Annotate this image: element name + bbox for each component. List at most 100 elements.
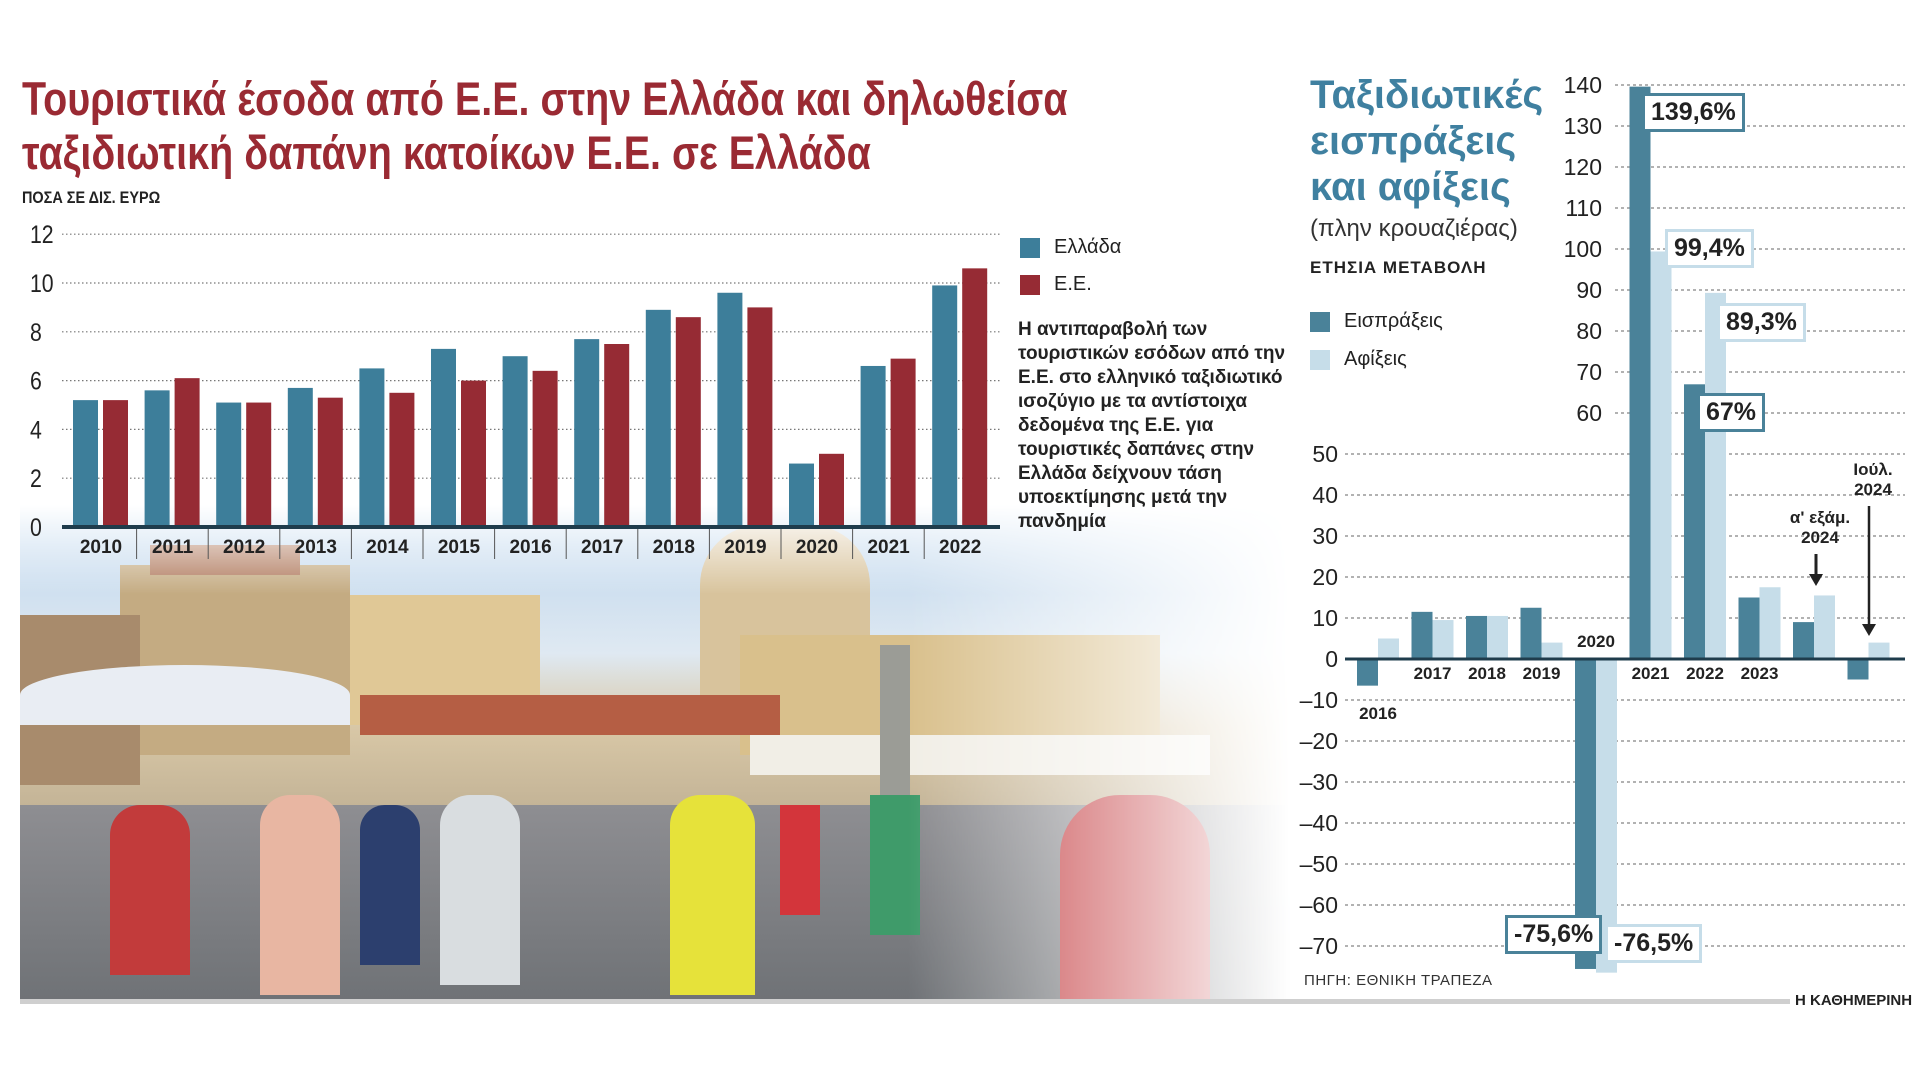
bar-receipts-9 [1847, 659, 1869, 680]
x-tick-label-left: 2016 [509, 537, 551, 558]
x-tick-label-left: 2017 [581, 537, 623, 558]
bar-arrivals-4 [1596, 659, 1617, 973]
right-title-line1: Ταξιδιωτικές [1310, 73, 1544, 117]
y-tick-label-right: –30 [1300, 769, 1338, 795]
x-tick-label-left: 2022 [939, 537, 981, 558]
bar-eu-2011 [174, 378, 200, 527]
x-tick-label-right: 2018 [1468, 664, 1506, 683]
y-tick-label-right: 110 [1565, 195, 1602, 221]
left-chart-note: Η αντιπαραβολή των τουριστικών εσόδων απ… [1018, 319, 1286, 532]
y-tick-label-left: 12 [30, 221, 54, 249]
y-tick-label-right: 40 [1312, 482, 1338, 508]
legend-swatch-greece [1020, 237, 1040, 258]
y-tick-label-right: –60 [1300, 892, 1338, 918]
x-tick-label-right: 2022 [1686, 664, 1724, 683]
x-tick-label-right: 2023 [1741, 664, 1779, 683]
left-title-line2: ταξιδιωτική δαπάνη κατοίκων Ε.Ε. σε Ελλά… [22, 126, 871, 179]
y-tick-label-right: 90 [1576, 277, 1602, 303]
y-tick-label-left: 6 [30, 367, 42, 395]
bar-eu-2010 [103, 400, 128, 527]
y-tick-label-right: 120 [1564, 154, 1602, 180]
y-tick-label-right: –20 [1300, 728, 1338, 754]
legend-item-greece: Ελλάδα [1020, 236, 1121, 259]
annotation-jul-line1: Ιούλ. [1853, 460, 1893, 479]
annotation-h1-line1: α' εξάμ. [1789, 508, 1851, 527]
bar-greece-2015 [431, 348, 456, 527]
y-tick-label-right: –10 [1300, 687, 1338, 713]
legend-label-eu: Ε.Ε. [1054, 273, 1092, 295]
y-tick-label-right: 140 [1564, 72, 1602, 98]
right-title-line3: και αφίξεις [1310, 165, 1511, 209]
callout-receipts-2020: -75,6% [1505, 915, 1603, 954]
bar-eu-2021 [890, 358, 916, 527]
annotation-h1-line2: 2024 [1801, 528, 1839, 547]
bar-receipts-2 [1466, 615, 1487, 659]
bar-arrivals-1 [1432, 620, 1454, 659]
bar-arrivals-8 [1814, 595, 1835, 659]
source-note: ΠΗΓΗ: ΕΘΝΙΚΗ ΤΡΑΠΕΖΑ [1304, 972, 1493, 989]
annotation-h1-2024: α' εξάμ. 2024 [1780, 508, 1860, 548]
left-unit-label: ΠΟΣΑ ΣΕ ΔΙΣ. ΕΥΡΩ [22, 188, 161, 207]
y-tick-label-left: 4 [30, 416, 42, 444]
x-tick-label-left: 2015 [438, 537, 481, 558]
y-tick-label-left: 2 [30, 465, 42, 493]
y-tick-label-right: 20 [1312, 564, 1338, 590]
y-tick-label-right: 50 [1312, 441, 1338, 467]
x-tick-label-left: 2014 [366, 537, 409, 558]
bar-greece-2018 [645, 309, 671, 527]
y-tick-label-right: 100 [1564, 236, 1602, 262]
legend-label-greece: Ελλάδα [1054, 236, 1122, 258]
bar-eu-2022 [962, 268, 988, 527]
y-tick-label-right: –70 [1300, 933, 1338, 959]
bar-receipts-1 [1411, 611, 1433, 659]
bar-arrivals-0 [1378, 638, 1399, 659]
y-tick-label-right: 30 [1312, 523, 1338, 549]
legend-swatch-eu [1020, 274, 1040, 295]
right-annual-label: ΕΤΗΣΙΑ ΜΕΤΑΒΟΛΗ [1310, 258, 1487, 277]
left-title-line1: Τουριστικά έσοδα από Ε.Ε. στην Ελλάδα κα… [22, 72, 1068, 125]
annotation-jul-2024: Ιούλ. 2024 [1840, 460, 1906, 500]
bar-greece-2014 [359, 368, 385, 527]
callout-receipts-2022: 67% [1697, 393, 1766, 432]
background-photo-old-town-square [20, 505, 1290, 1000]
y-tick-label-left: 0 [30, 513, 42, 541]
bar-receipts-7 [1738, 597, 1760, 659]
y-tick-label-right: 0 [1325, 646, 1338, 672]
bar-greece-2016 [502, 356, 528, 527]
callout-arrivals-2022: 89,3% [1717, 303, 1806, 342]
bar-receipts-6 [1684, 384, 1705, 659]
bar-receipts-3 [1520, 607, 1542, 659]
callout-arrivals-2020: -76,5% [1605, 924, 1703, 963]
bar-greece-2012 [216, 402, 242, 527]
right-subtitle: (πλην κρουαζιέρας) [1310, 215, 1518, 242]
bar-greece-2010 [73, 400, 98, 527]
right-title-line2: εισπράξεις [1310, 119, 1517, 163]
legend-label-arrivals: Αφίξεις [1344, 348, 1407, 370]
bar-receipts-4 [1575, 659, 1596, 969]
x-tick-label-left: 2019 [724, 537, 766, 558]
legend-label-receipts: Εισπράξεις [1344, 310, 1443, 332]
bar-eu-2016 [532, 370, 558, 527]
bar-arrivals-3 [1541, 642, 1563, 659]
bar-eu-2020 [819, 453, 844, 527]
y-tick-label-right: 80 [1576, 318, 1602, 344]
y-tick-label-right: 10 [1312, 605, 1338, 631]
bottom-rule [20, 999, 1790, 1004]
x-tick-label-right: 2019 [1523, 664, 1561, 683]
x-tick-label-left: 2020 [796, 537, 838, 558]
bar-greece-2022 [932, 285, 958, 527]
x-tick-label-left: 2010 [80, 537, 122, 558]
x-tick-label-left: 2011 [152, 537, 194, 558]
legend-swatch-arrivals [1310, 349, 1330, 370]
bar-eu-2013 [317, 397, 343, 527]
bar-eu-2012 [246, 402, 272, 527]
legend-item-receipts: Εισπράξεις [1310, 310, 1443, 333]
bar-eu-2014 [389, 392, 415, 527]
y-tick-label-right: –40 [1300, 810, 1338, 836]
bar-eu-2015 [461, 380, 486, 527]
left-chart-title: Τουριστικά έσοδα από Ε.Ε. στην Ελλάδα κα… [22, 72, 1067, 180]
legend-swatch-receipts [1310, 311, 1330, 332]
bar-arrivals-7 [1759, 587, 1781, 659]
arrow-h1-2024-head [1809, 574, 1823, 586]
publisher-brand: Η ΚΑΘΗΜΕΡΙΝΗ [1795, 992, 1913, 1009]
